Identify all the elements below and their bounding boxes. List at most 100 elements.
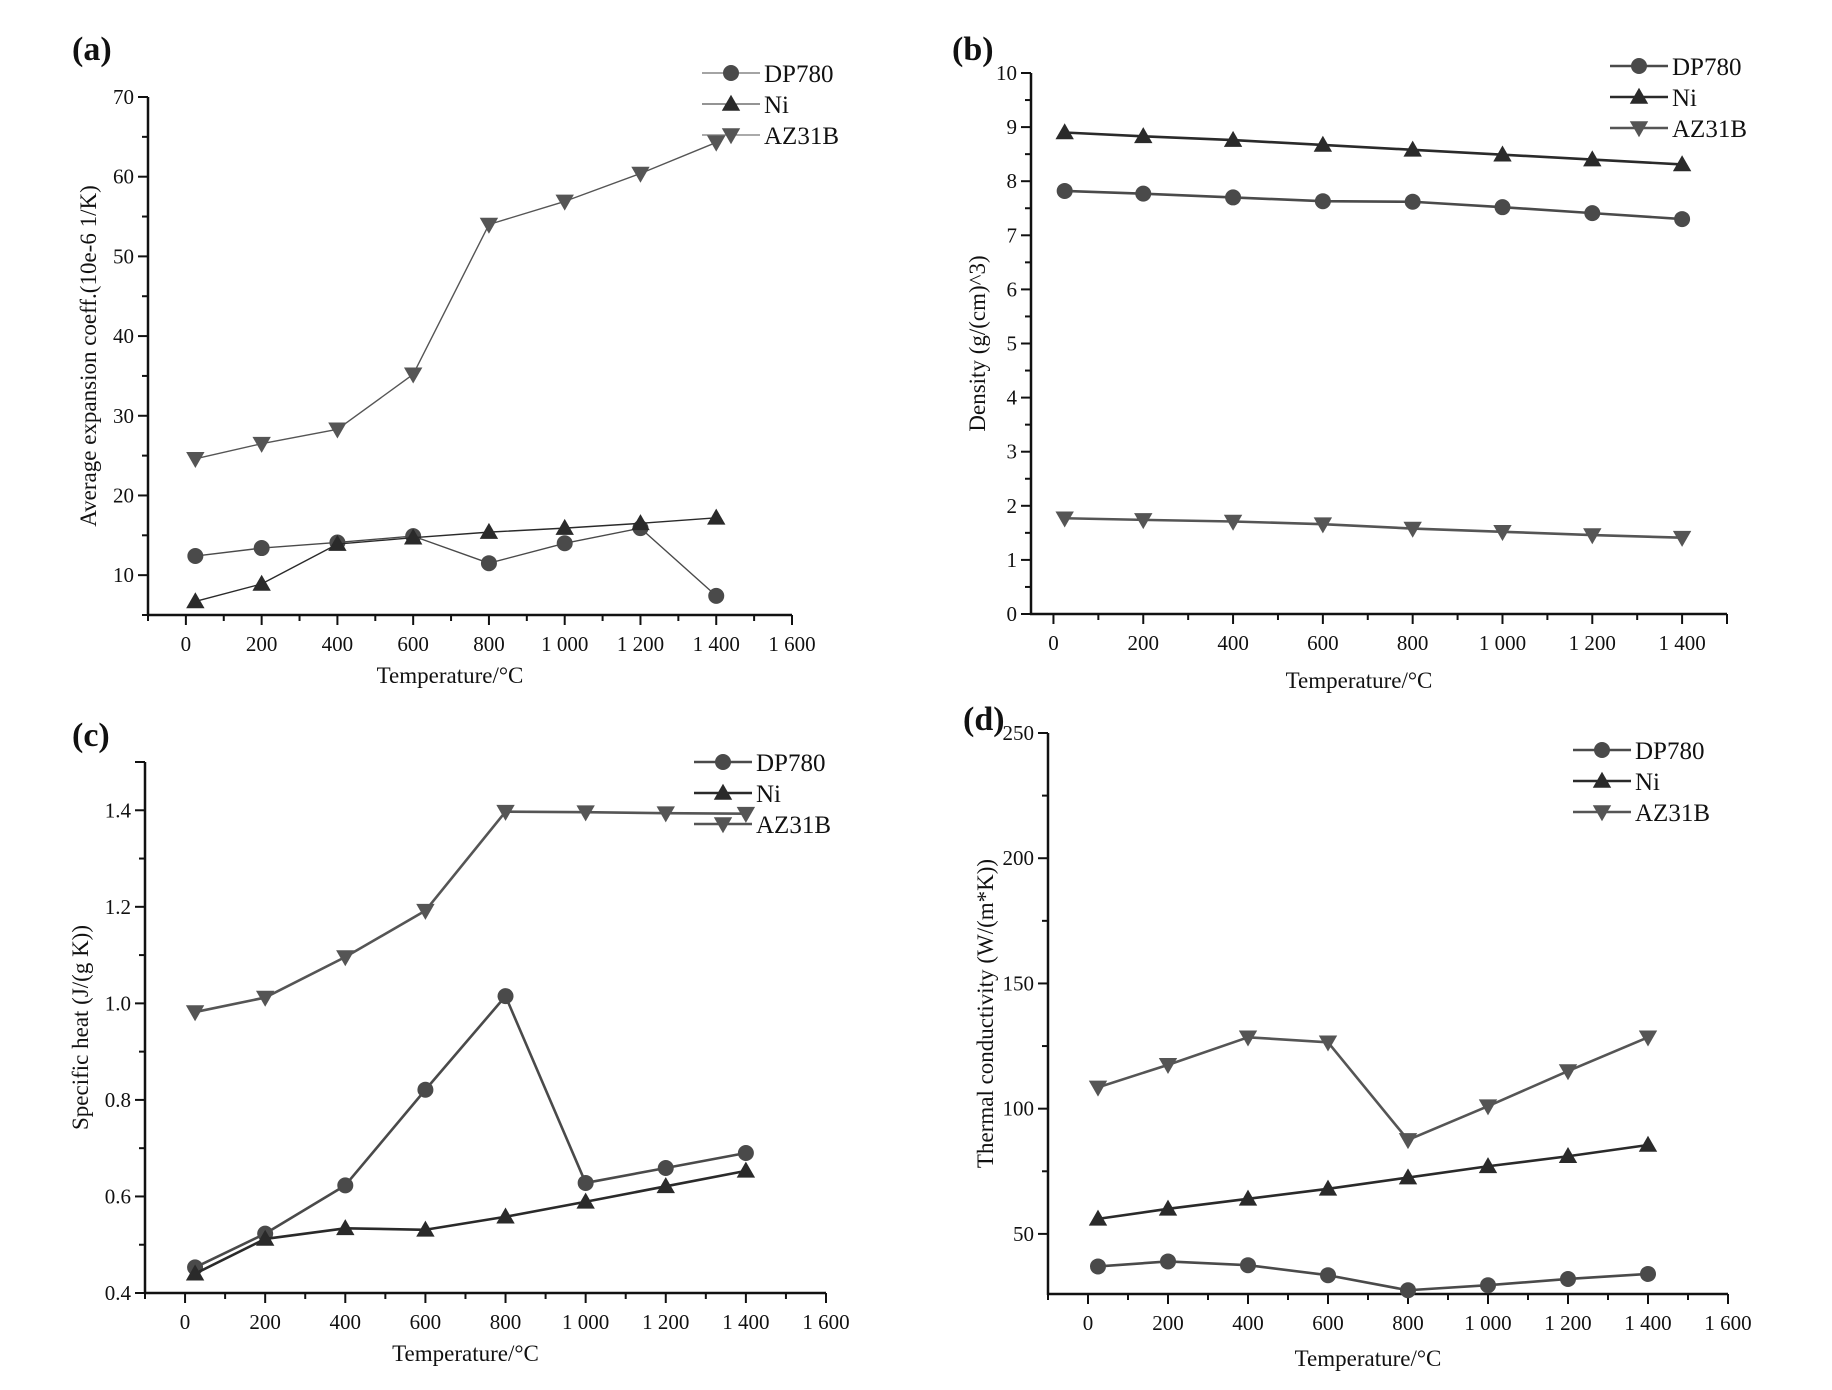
data-point: [1478, 1099, 1498, 1116]
x-tick-label: 1 000: [541, 632, 588, 656]
y-tick-label: 2: [1007, 494, 1018, 518]
x-tick-label: 600: [1312, 1311, 1344, 1335]
series-line: [1064, 516, 1683, 540]
legend-label: DP780: [1672, 54, 1741, 81]
data-point: [631, 166, 650, 183]
data-point: [1055, 123, 1074, 140]
x-tick-label: 1 000: [1464, 1311, 1511, 1335]
data-point: [1134, 127, 1153, 144]
series-line: [194, 810, 746, 1014]
data-point: [479, 217, 499, 234]
data-point: [403, 367, 423, 384]
legend-marker: [713, 817, 733, 834]
y-axis-title: Thermal conductivity (W/(m*K)): [973, 859, 998, 1168]
x-tick-label: 400: [330, 1310, 362, 1334]
data-point: [253, 540, 270, 557]
chart-panel-a: (a) 0 200 400 600 800 1 000 1 200 1 400 1 600 10 20…: [72, 31, 839, 688]
data-point: [1672, 155, 1692, 172]
y-tick-label: 200: [1003, 846, 1035, 870]
y-tick-label: 50: [113, 244, 134, 268]
x-tick-label: 1 000: [1479, 631, 1526, 655]
data-point: [736, 806, 756, 823]
data-point: [255, 990, 275, 1007]
y-tick-label: 100: [1003, 1097, 1035, 1121]
data-point: [1672, 530, 1692, 547]
data-point: [1404, 193, 1421, 210]
legend-marker: [713, 783, 733, 800]
data-point: [1560, 1270, 1576, 1287]
data-point: [328, 422, 347, 439]
legend-marker: [1629, 121, 1649, 138]
legend-label: DP780: [764, 61, 833, 88]
data-point: [1160, 1253, 1176, 1270]
data-point: [1493, 145, 1512, 162]
data-point: [1238, 1030, 1258, 1047]
series-az31b: [185, 804, 756, 1022]
series-ni: [185, 1161, 756, 1281]
series-dp780: [1056, 182, 1691, 228]
data-point: [1558, 1147, 1578, 1164]
data-point: [185, 1005, 205, 1022]
y-tick-label: 6: [1007, 277, 1018, 301]
legend-label: Ni: [1635, 769, 1660, 796]
y-tick-label: 70: [113, 85, 134, 109]
x-tick-label: 600: [397, 632, 429, 656]
y-tick-label: 1.0: [105, 991, 131, 1015]
data-point: [1318, 1035, 1338, 1052]
legend-label: DP780: [756, 750, 825, 777]
data-point: [496, 1207, 515, 1224]
legend: DP780 Ni AZ31B: [702, 61, 839, 150]
series-az31b: [1055, 511, 1692, 547]
data-point: [187, 548, 204, 565]
x-tick-label: 1 600: [802, 1310, 849, 1334]
y-tick-label: 1.2: [105, 895, 131, 919]
x-tick-label: 1 400: [693, 632, 740, 656]
legend-label: AZ31B: [1635, 800, 1710, 827]
y-tick-label: 10: [996, 61, 1017, 85]
x-axis-title: Temperature/°C: [1295, 1346, 1442, 1371]
data-point: [337, 1177, 354, 1194]
data-point: [1313, 135, 1333, 152]
y-tick-label: 0.8: [105, 1088, 131, 1112]
data-point: [707, 135, 726, 152]
x-tick-label: 0: [1048, 631, 1059, 655]
data-point: [480, 555, 497, 572]
x-tick-label: 200: [249, 1310, 281, 1334]
legend-label: Ni: [756, 781, 781, 808]
y-tick-label: 8: [1007, 169, 1018, 193]
x-axis-title: Temperature/°C: [392, 1341, 539, 1366]
y-tick-label: 0: [1007, 602, 1018, 626]
legend-label: AZ31B: [1672, 116, 1747, 143]
series-line: [195, 517, 717, 603]
x-tick-label: 400: [322, 632, 354, 656]
series-line: [194, 1169, 747, 1275]
y-tick-label: 250: [1003, 721, 1035, 745]
x-tick-label: 800: [1397, 631, 1429, 655]
y-tick-label: 0.4: [105, 1281, 132, 1305]
x-tick-label: 1 600: [768, 632, 815, 656]
data-point: [576, 1192, 595, 1209]
series-line: [1064, 189, 1683, 221]
data-point: [1134, 513, 1153, 530]
series-line: [1097, 1035, 1649, 1142]
x-tick-label: 1 400: [1658, 631, 1705, 655]
y-tick-label: 1.4: [105, 798, 132, 822]
data-point: [1583, 528, 1602, 545]
data-point: [1493, 524, 1512, 541]
data-point: [1240, 1257, 1256, 1274]
data-point: [252, 574, 271, 591]
data-point: [1090, 1258, 1106, 1275]
data-point: [1558, 1064, 1578, 1081]
data-point: [417, 1081, 434, 1098]
chart-panel-d: (d) 0 200 400 600 800 1 000 1 200 1 400 1 600 50 10…: [963, 701, 1752, 1371]
legend: DP780 Ni AZ31B: [694, 750, 831, 839]
data-point: [708, 587, 725, 604]
x-axis-title: Temperature/°C: [377, 663, 524, 688]
legend-marker: [721, 128, 741, 145]
legend: DP780 Ni AZ31B: [1573, 738, 1710, 827]
data-point: [1494, 199, 1511, 216]
y-tick-label: 150: [1003, 971, 1035, 995]
data-point: [1056, 182, 1073, 199]
data-point: [577, 1174, 594, 1191]
series-ni: [1088, 1135, 1658, 1226]
